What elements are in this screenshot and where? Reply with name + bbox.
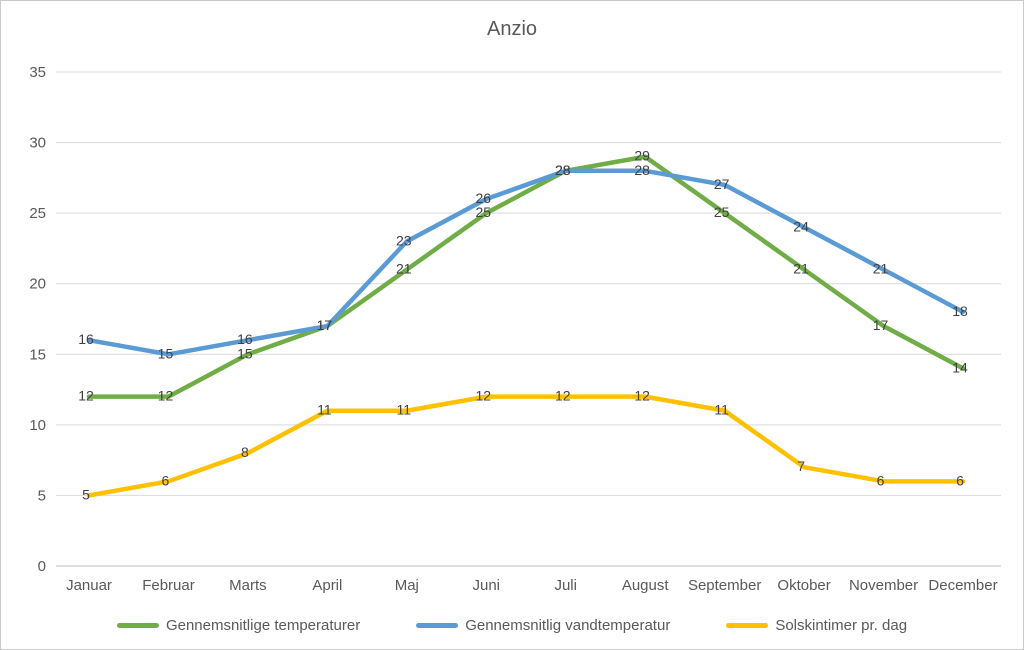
legend-item: Solskintimer pr. dag: [726, 617, 907, 634]
x-tick-label: Oktober: [777, 577, 830, 594]
legend-item: Gennemsnitlige temperaturer: [116, 616, 361, 634]
data-label: 12: [634, 388, 650, 404]
data-label: 17: [873, 317, 889, 333]
legend-line-swatch: [726, 622, 769, 628]
x-tick-label: Januar: [66, 577, 112, 594]
y-tick-label: 15: [29, 346, 46, 363]
x-tick-label: Maj: [395, 577, 419, 594]
data-label: 12: [158, 388, 174, 404]
legend: Gennemsnitlige temperaturer Gennemsnitlig…: [1, 605, 1023, 645]
legend-label: Gennemsnitlige temperaturer: [165, 616, 361, 634]
x-tick-label: Marts: [229, 577, 267, 594]
legend-label: Solskintimer pr. dag: [775, 616, 908, 634]
x-tick-label: April: [312, 577, 342, 594]
data-label: 6: [877, 472, 885, 488]
data-label: 26: [475, 190, 491, 206]
legend-line-swatch: [416, 622, 459, 628]
x-tick-label: September: [688, 577, 761, 594]
data-label: 23: [396, 232, 412, 248]
data-label: 24: [793, 218, 809, 234]
x-tick-label: Juni: [473, 577, 501, 594]
data-label: 12: [78, 388, 94, 404]
x-tick-label: Juli: [554, 577, 577, 594]
data-label: 12: [555, 388, 571, 404]
chart-title: Anzio: [486, 18, 538, 40]
data-label: 29: [634, 148, 650, 164]
data-label: 27: [714, 176, 730, 192]
data-label: 21: [396, 261, 412, 277]
data-label: 6: [956, 472, 964, 488]
data-label: 15: [237, 345, 253, 361]
plot-area: 0 5 10 15 20 25 30 35 Januar Februar Marts April Maj…: [29, 64, 1001, 594]
data-label: 25: [475, 204, 491, 220]
data-label: 6: [162, 472, 170, 488]
y-tick-label: 30: [29, 135, 46, 152]
data-label: 15: [158, 345, 174, 361]
y-tick-label: 25: [29, 205, 46, 222]
data-label: 11: [397, 402, 412, 418]
data-label: 17: [317, 317, 333, 333]
data-label: 5: [82, 486, 90, 502]
x-tick-label: Februar: [142, 577, 195, 594]
data-label: 11: [317, 402, 332, 418]
x-tick-label: November: [849, 577, 918, 594]
series-line: [86, 394, 966, 498]
data-label: 21: [873, 261, 889, 277]
data-label: 28: [555, 162, 571, 178]
series-line: [86, 154, 966, 399]
y-tick-label: 0: [38, 558, 46, 575]
data-label: 25: [714, 204, 730, 220]
data-label: 28: [634, 162, 650, 178]
series-line: [86, 168, 966, 357]
data-label: 7: [797, 458, 805, 474]
legend-label: Gennemsnitlig vandtemperatur: [465, 616, 671, 634]
data-label: 18: [952, 303, 968, 319]
data-label: 28: [555, 162, 571, 178]
data-label: 8: [241, 444, 249, 460]
data-label: 11: [714, 402, 729, 418]
y-tick-label: 20: [29, 276, 46, 293]
x-tick-label: December: [928, 577, 997, 594]
data-label: 21: [793, 261, 809, 277]
data-label: 12: [475, 388, 491, 404]
legend-line-swatch: [116, 622, 159, 628]
x-tick-label: August: [622, 577, 670, 594]
data-label: 16: [237, 331, 253, 347]
y-tick-label: 35: [29, 64, 46, 81]
y-tick-label: 5: [38, 487, 46, 504]
data-label: 16: [78, 331, 94, 347]
data-label: 14: [952, 359, 968, 375]
legend-item: Gennemsnitlig vandtemperatur: [416, 617, 670, 634]
y-tick-label: 10: [29, 417, 46, 434]
data-label: 17: [317, 317, 333, 333]
